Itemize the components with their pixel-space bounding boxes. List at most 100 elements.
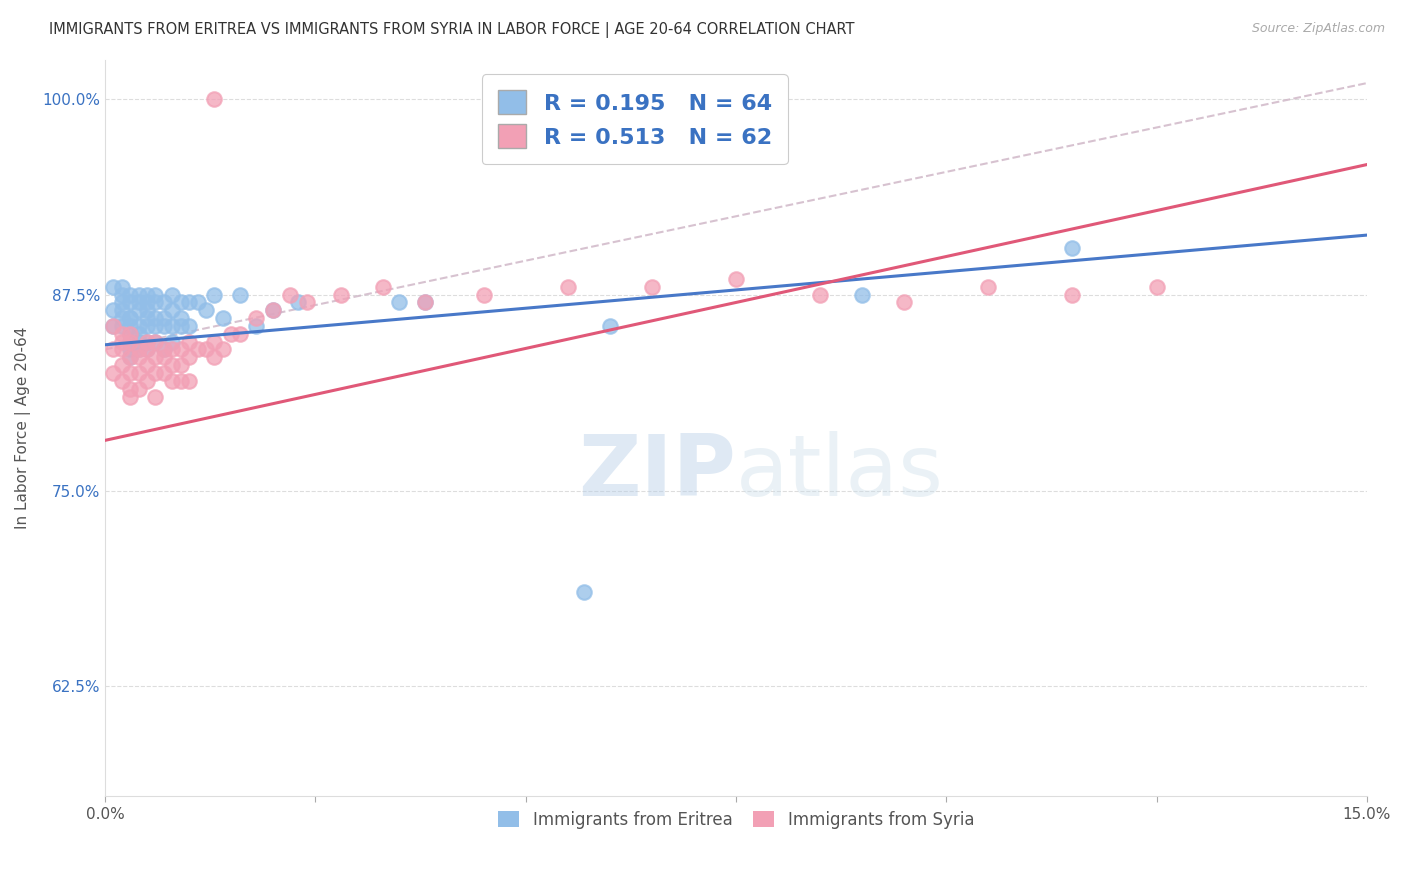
Point bbox=[111, 303, 134, 318]
Point bbox=[162, 287, 184, 301]
Point bbox=[170, 311, 193, 326]
Point bbox=[145, 287, 167, 301]
Point bbox=[295, 295, 318, 310]
Point bbox=[219, 326, 242, 341]
Point bbox=[128, 303, 150, 318]
Point bbox=[103, 318, 125, 333]
Point bbox=[153, 366, 176, 380]
Point bbox=[145, 366, 167, 380]
Point bbox=[145, 295, 167, 310]
Point bbox=[145, 390, 167, 404]
Point bbox=[153, 343, 176, 357]
Point bbox=[202, 334, 225, 349]
Point bbox=[262, 303, 284, 318]
Point bbox=[170, 374, 193, 388]
Point bbox=[128, 295, 150, 310]
Point bbox=[153, 311, 176, 326]
Point bbox=[145, 311, 167, 326]
Point bbox=[103, 303, 125, 318]
Point bbox=[128, 326, 150, 341]
Point bbox=[177, 351, 200, 365]
Text: atlas: atlas bbox=[735, 431, 943, 514]
Point bbox=[128, 351, 150, 365]
Point bbox=[103, 343, 125, 357]
Point bbox=[120, 326, 142, 341]
Point bbox=[388, 295, 411, 310]
Point bbox=[851, 287, 873, 301]
Point bbox=[153, 318, 176, 333]
Point bbox=[136, 318, 159, 333]
Point bbox=[120, 351, 142, 365]
Point bbox=[194, 343, 217, 357]
Point bbox=[893, 295, 915, 310]
Point bbox=[128, 318, 150, 333]
Point bbox=[278, 287, 301, 301]
Point bbox=[262, 303, 284, 318]
Point bbox=[120, 311, 142, 326]
Point bbox=[170, 295, 193, 310]
Point bbox=[808, 287, 831, 301]
Text: IMMIGRANTS FROM ERITREA VS IMMIGRANTS FROM SYRIA IN LABOR FORCE | AGE 20-64 CORR: IMMIGRANTS FROM ERITREA VS IMMIGRANTS FR… bbox=[49, 22, 855, 38]
Point bbox=[186, 295, 208, 310]
Point bbox=[136, 303, 159, 318]
Point bbox=[128, 366, 150, 380]
Point bbox=[145, 334, 167, 349]
Point bbox=[162, 303, 184, 318]
Point bbox=[211, 311, 233, 326]
Point bbox=[574, 585, 596, 599]
Point bbox=[136, 374, 159, 388]
Point bbox=[136, 334, 159, 349]
Point bbox=[170, 343, 193, 357]
Point bbox=[120, 334, 142, 349]
Point bbox=[599, 318, 621, 333]
Point bbox=[162, 318, 184, 333]
Point bbox=[202, 351, 225, 365]
Point bbox=[111, 326, 134, 341]
Point bbox=[202, 287, 225, 301]
Point bbox=[111, 358, 134, 372]
Point bbox=[120, 287, 142, 301]
Point bbox=[136, 334, 159, 349]
Point bbox=[170, 318, 193, 333]
Point bbox=[111, 318, 134, 333]
Point bbox=[371, 280, 394, 294]
Point bbox=[1062, 287, 1084, 301]
Point bbox=[111, 343, 134, 357]
Point bbox=[145, 351, 167, 365]
Point bbox=[211, 343, 233, 357]
Point bbox=[245, 318, 267, 333]
Point bbox=[177, 334, 200, 349]
Point bbox=[153, 351, 176, 365]
Point bbox=[162, 358, 184, 372]
Point bbox=[136, 311, 159, 326]
Point bbox=[177, 318, 200, 333]
Legend: Immigrants from Eritrea, Immigrants from Syria: Immigrants from Eritrea, Immigrants from… bbox=[491, 805, 980, 836]
Point bbox=[136, 358, 159, 372]
Point bbox=[120, 326, 142, 341]
Point bbox=[128, 382, 150, 396]
Point bbox=[170, 358, 193, 372]
Point bbox=[153, 343, 176, 357]
Point bbox=[111, 374, 134, 388]
Point bbox=[162, 343, 184, 357]
Point bbox=[111, 280, 134, 294]
Point bbox=[228, 287, 250, 301]
Y-axis label: In Labor Force | Age 20-64: In Labor Force | Age 20-64 bbox=[15, 326, 31, 529]
Point bbox=[413, 295, 436, 310]
Point bbox=[111, 295, 134, 310]
Point bbox=[145, 318, 167, 333]
Point bbox=[120, 334, 142, 349]
Point bbox=[724, 272, 747, 286]
Point bbox=[103, 280, 125, 294]
Point bbox=[557, 280, 579, 294]
Point bbox=[111, 311, 134, 326]
Point bbox=[162, 374, 184, 388]
Text: Source: ZipAtlas.com: Source: ZipAtlas.com bbox=[1251, 22, 1385, 36]
Point bbox=[128, 343, 150, 357]
Point bbox=[103, 318, 125, 333]
Point bbox=[186, 343, 208, 357]
Point bbox=[120, 366, 142, 380]
Point bbox=[128, 343, 150, 357]
Point bbox=[153, 295, 176, 310]
Point bbox=[413, 295, 436, 310]
